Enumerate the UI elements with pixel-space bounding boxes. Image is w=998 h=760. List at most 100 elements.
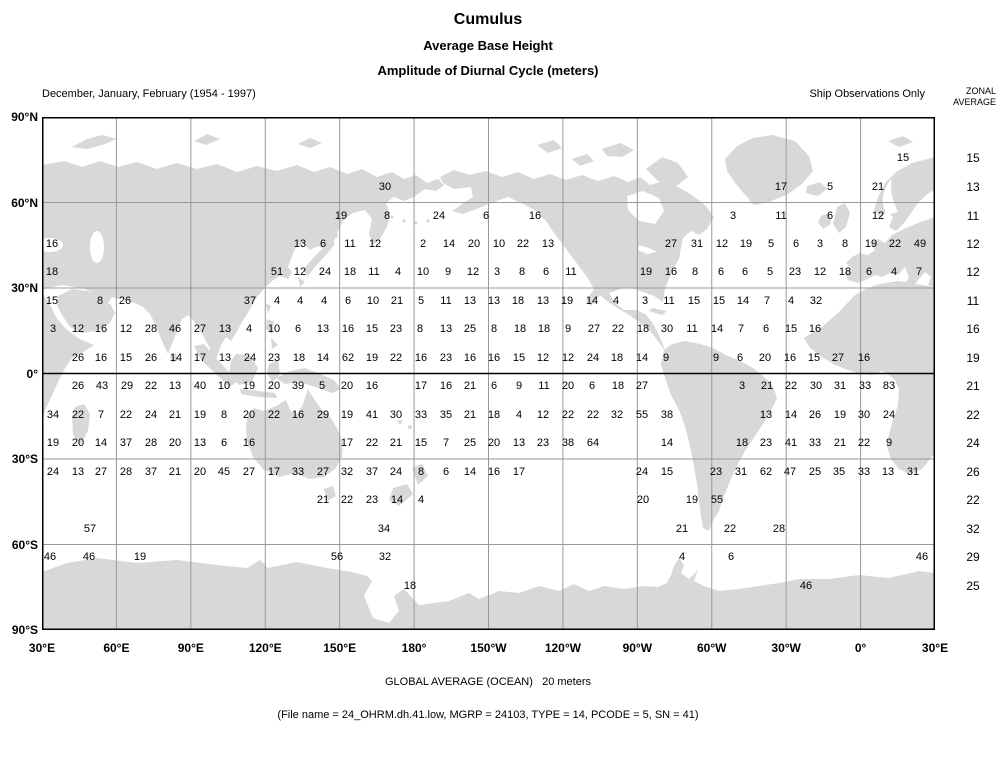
grid-value: 37 — [243, 295, 257, 307]
grid-value: 19 — [365, 352, 379, 364]
grid-value: 26 — [71, 380, 85, 392]
grid-value: 21 — [168, 466, 182, 478]
zonal-average-value: 29 — [966, 550, 980, 564]
grid-value: 33 — [414, 409, 428, 421]
grid-value: 31 — [833, 380, 847, 392]
grid-value: 16 — [857, 352, 871, 364]
grid-value: 37 — [144, 466, 158, 478]
grid-value: 19 — [334, 210, 348, 222]
grid-value: 10 — [492, 238, 506, 250]
grid-value: 15 — [660, 466, 674, 478]
grid-value: 17 — [512, 466, 526, 478]
longitude-tick-label: 90°W — [622, 641, 653, 655]
grid-value: 26 — [118, 295, 132, 307]
grid-value: 11 — [663, 295, 675, 307]
grid-value: 22 — [71, 409, 85, 421]
grid-value: 20 — [71, 437, 85, 449]
grid-value: 32 — [610, 409, 624, 421]
grid-value: 21 — [871, 181, 885, 193]
grid-value: 6 — [736, 352, 744, 364]
grid-value: 7 — [97, 409, 105, 421]
grid-value: 14 — [585, 295, 599, 307]
grid-value: 16 — [439, 380, 453, 392]
grid-value: 23 — [365, 494, 379, 506]
grid-value: 19 — [193, 409, 207, 421]
grid-value: 14 — [442, 238, 456, 250]
longitude-tick-label: 150°W — [470, 641, 507, 655]
grid-value: 19 — [242, 380, 256, 392]
grid-value: 12 — [466, 266, 480, 278]
zonal-average-value: 32 — [966, 522, 980, 536]
page-subtitle-variable: Average Base Height — [423, 38, 553, 53]
grid-value: 15 — [687, 295, 701, 307]
grid-value: 14 — [169, 352, 183, 364]
grid-value: 14 — [390, 494, 404, 506]
grid-value: 25 — [463, 323, 477, 335]
grid-value: 4 — [678, 551, 686, 563]
grid-value: 31 — [906, 466, 920, 478]
zonal-average-value: 25 — [966, 579, 980, 593]
grid-value: 23 — [759, 437, 773, 449]
grid-value: 24 — [46, 466, 60, 478]
grid-value: 35 — [832, 466, 846, 478]
grid-value: 20 — [242, 409, 256, 421]
grid-value: 13 — [316, 323, 330, 335]
grid-value: 12 — [536, 409, 550, 421]
grid-value: 39 — [291, 380, 305, 392]
grid-value: 28 — [144, 437, 158, 449]
grid-value: 8 — [96, 295, 104, 307]
grid-value: 23 — [439, 352, 453, 364]
grid-value: 24 — [243, 352, 257, 364]
grid-value: 18 — [838, 266, 852, 278]
grid-value: 16 — [463, 352, 477, 364]
grid-value: 18 — [343, 266, 357, 278]
grid-value: 25 — [463, 437, 477, 449]
grid-value: 49 — [913, 238, 927, 250]
grid-value: 15 — [784, 323, 798, 335]
grid-value: 19 — [340, 409, 354, 421]
grid-value: 7 — [915, 266, 923, 278]
grid-value: 14 — [94, 437, 108, 449]
grid-value: 3 — [49, 323, 57, 335]
grid-value: 27 — [587, 323, 601, 335]
grid-value: 32 — [809, 295, 823, 307]
grid-value: 4 — [394, 266, 402, 278]
grid-value: 23 — [536, 437, 550, 449]
grid-value: 9 — [662, 352, 670, 364]
grid-value: 22 — [888, 238, 902, 250]
grid-value: 12 — [813, 266, 827, 278]
grid-value: 18 — [487, 409, 501, 421]
grid-value: 22 — [365, 437, 379, 449]
grid-value: 26 — [71, 352, 85, 364]
grid-value: 5 — [766, 266, 774, 278]
grid-value: 18 — [45, 266, 59, 278]
grid-value: 46 — [799, 580, 813, 592]
grid-value: 14 — [660, 437, 674, 449]
grid-value: 19 — [46, 437, 60, 449]
grid-value: 17 — [414, 380, 428, 392]
grid-value: 38 — [561, 437, 575, 449]
grid-value: 15 — [896, 152, 910, 164]
grid-value: 26 — [144, 352, 158, 364]
grid-value: 11 — [565, 266, 577, 278]
grid-value: 47 — [783, 466, 797, 478]
grid-value: 20 — [561, 380, 575, 392]
grid-value: 20 — [168, 437, 182, 449]
grid-value: 32 — [340, 466, 354, 478]
grid-value: 27 — [831, 352, 845, 364]
grid-value: 16 — [808, 323, 822, 335]
grid-value: 14 — [316, 352, 330, 364]
grid-value: 17 — [340, 437, 354, 449]
grid-value: 12 — [293, 266, 307, 278]
grid-value: 6 — [792, 238, 800, 250]
graticule-grid — [42, 117, 935, 630]
grid-value: 3 — [493, 266, 501, 278]
page-title: Cumulus — [453, 11, 523, 28]
grid-value: 20 — [758, 352, 772, 364]
grid-value: 16 — [94, 352, 108, 364]
grid-value: 11 — [440, 295, 452, 307]
grid-value: 6 — [319, 238, 327, 250]
grid-value: 23 — [389, 323, 403, 335]
grid-value: 16 — [242, 437, 256, 449]
latitude-tick-label: 60°S — [11, 537, 38, 552]
